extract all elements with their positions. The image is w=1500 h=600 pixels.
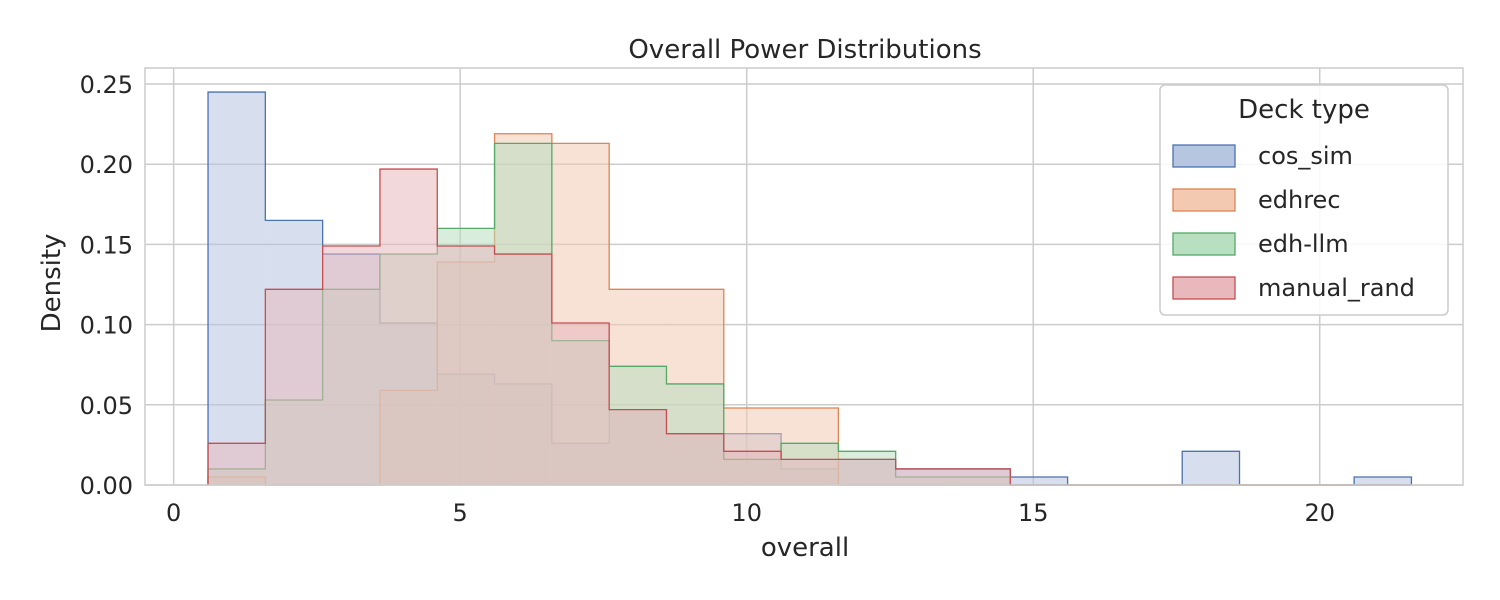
legend-swatch-edh-llm — [1172, 232, 1236, 256]
x-tick-label-4: 20 — [1304, 499, 1335, 527]
x-tick-label-0: 0 — [166, 499, 181, 527]
x-tick-labels: 0 5 10 15 20 — [166, 499, 1335, 527]
bar-manual_rand-9 — [723, 451, 782, 485]
series-manual_rand — [207, 168, 1412, 486]
legend-swatch-cos_sim — [1172, 144, 1236, 168]
y-tick-labels: 0.00 0.05 0.10 0.15 0.20 0.25 — [80, 71, 133, 500]
bar-manual_rand-3 — [379, 169, 438, 486]
bar-manual_rand-13 — [952, 468, 1011, 485]
legend-item-edhrec: edhrec — [1172, 186, 1341, 214]
bar-cos_sim-0 — [208, 92, 266, 486]
legend-item-cos_sim: cos_sim — [1172, 142, 1353, 170]
chart-title: Overall Power Distributions — [628, 35, 981, 65]
legend-item-manual_rand: manual_rand — [1172, 274, 1415, 302]
y-tick-label-3: 0.15 — [80, 231, 133, 259]
bar-manual_rand-4 — [437, 246, 495, 485]
bar-manual_rand-5 — [494, 254, 552, 485]
y-tick-label-4: 0.20 — [80, 151, 133, 179]
legend-swatch-edhrec — [1172, 188, 1236, 212]
bar-manual_rand-7 — [609, 409, 667, 485]
x-axis-label: overall — [761, 533, 849, 563]
legend-box — [1159, 84, 1449, 316]
legend-label-manual_rand: manual_rand — [1258, 274, 1415, 302]
y-tick-label-2: 0.10 — [80, 312, 133, 340]
x-tick-label-3: 15 — [1018, 499, 1049, 527]
histogram-bars — [207, 91, 1413, 486]
legend-label-cos_sim: cos_sim — [1258, 142, 1353, 170]
legend-title: Deck type — [1238, 95, 1370, 125]
bar-manual_rand-6 — [551, 323, 610, 485]
y-tick-label-1: 0.05 — [80, 392, 133, 420]
y-tick-label-5: 0.25 — [80, 71, 133, 99]
legend-label-edhrec: edhrec — [1258, 186, 1341, 214]
x-tick-label-2: 10 — [731, 499, 762, 527]
x-tick-label-1: 5 — [453, 499, 468, 527]
bar-cos_sim-17 — [1182, 451, 1240, 485]
bar-manual_rand-8 — [666, 433, 724, 485]
bar-cos_sim-20 — [1354, 476, 1412, 485]
legend-swatch-manual_rand — [1172, 276, 1236, 300]
plot-frame — [144, 67, 1464, 486]
legend-item-edh-llm: edh-llm — [1172, 230, 1349, 258]
legend-label-edh-llm: edh-llm — [1258, 230, 1349, 258]
bar-manual_rand-10 — [781, 459, 839, 485]
bar-manual_rand-12 — [895, 468, 953, 485]
bar-manual_rand-0 — [208, 443, 266, 485]
y-tick-label-0: 0.00 — [80, 472, 133, 500]
bar-manual_rand-2 — [322, 246, 380, 485]
y-axis-label: Density — [37, 234, 67, 333]
bar-cos_sim-14 — [1010, 476, 1068, 485]
bar-manual_rand-11 — [838, 459, 896, 485]
bar-manual_rand-1 — [265, 289, 323, 485]
